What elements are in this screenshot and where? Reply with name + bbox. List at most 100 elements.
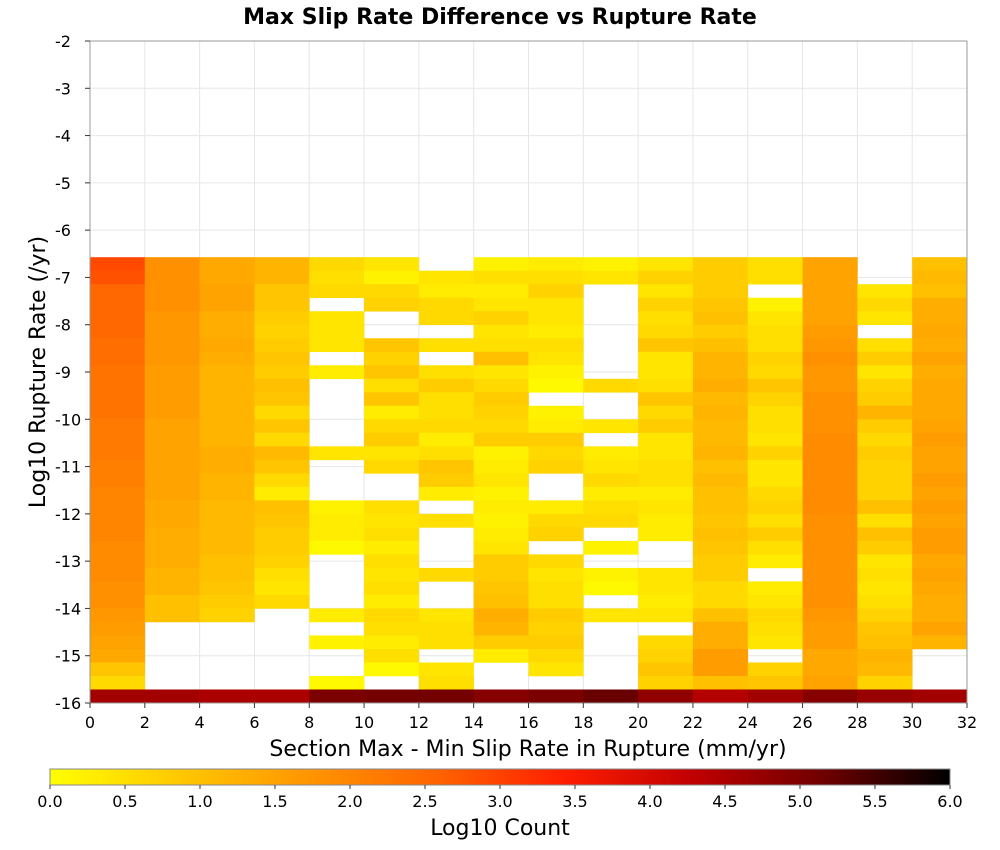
heatmap-cell: [692, 351, 749, 366]
heatmap-cell: [912, 351, 968, 366]
heatmap-cell: [199, 297, 255, 312]
heatmap-cell: [144, 297, 200, 312]
heatmap-cell: [254, 513, 310, 528]
heatmap-cell: [583, 257, 639, 271]
heatmap-cell: [802, 567, 858, 582]
y-tick-label: -2: [55, 32, 71, 51]
heatmap-cell: [638, 446, 694, 461]
heatmap-cell: [254, 365, 310, 380]
heatmap-cell: [638, 338, 694, 353]
heatmap-cell: [583, 473, 639, 488]
heatmap-cell: [418, 459, 474, 474]
heatmap-cell: [857, 486, 913, 501]
y-tick-label: -4: [55, 127, 71, 146]
heatmap-cell: [90, 365, 146, 380]
heatmap-cell: [364, 567, 420, 582]
heatmap-cell: [254, 284, 310, 299]
heatmap-cell: [473, 338, 529, 353]
heatmap-cell: [199, 527, 255, 542]
x-tick-label: 22: [683, 713, 703, 732]
heatmap-cell: [364, 635, 420, 650]
heatmap-cell: [364, 621, 420, 636]
heatmap-cell: [144, 446, 200, 461]
heatmap-cell: [199, 459, 255, 474]
heatmap-cell: [254, 554, 310, 569]
heatmap-cell: [144, 311, 200, 326]
heatmap-cell: [473, 351, 529, 366]
heatmap-cell: [857, 540, 913, 555]
heatmap-cell: [254, 378, 310, 393]
heatmap-cell: [747, 608, 803, 623]
heatmap-cell: [90, 419, 146, 434]
y-tick-label: -7: [55, 268, 71, 287]
heatmap-cell: [418, 297, 474, 312]
heatmap-cell: [254, 270, 310, 285]
heatmap-cell: [857, 297, 913, 312]
heatmap-cell: [692, 567, 749, 582]
heatmap-cell: [912, 392, 968, 407]
heatmap-cell: [747, 446, 803, 461]
heatmap-cell: [857, 635, 913, 650]
heatmap-cell: [638, 648, 694, 663]
y-tick-label: -15: [55, 647, 81, 666]
heatmap-cell: [857, 419, 913, 434]
y-tick-label: -12: [55, 505, 81, 524]
heatmap-cell: [638, 378, 694, 393]
heatmap-cell: [199, 446, 255, 461]
chart-title: Max Slip Rate Difference vs Rupture Rate: [243, 5, 757, 30]
heatmap-cell: [90, 648, 146, 663]
heatmap-cell: [364, 554, 420, 569]
heatmap-cell: [912, 594, 968, 609]
heatmap-cell: [144, 324, 200, 339]
heatmap-cell: [144, 338, 200, 353]
heatmap-cell: [528, 621, 584, 636]
heatmap-cell: [90, 608, 146, 623]
heatmap-cell: [638, 365, 694, 380]
heatmap-cell: [638, 324, 694, 339]
heatmap-cell: [528, 365, 584, 380]
heatmap-cell: [254, 257, 310, 271]
heatmap-cell: [857, 473, 913, 488]
x-tick-label: 30: [902, 713, 922, 732]
heatmap-cell: [199, 392, 255, 407]
heatmap-cell: [418, 635, 474, 650]
heatmap-cell: [309, 675, 365, 690]
heatmap-cell: [199, 378, 255, 393]
y-tick-label: -14: [55, 599, 81, 618]
heatmap-cell: [747, 270, 803, 285]
x-axis-label: Section Max - Min Slip Rate in Rupture (…: [269, 737, 786, 762]
heatmap-cell: [638, 432, 694, 447]
heatmap-cell: [638, 392, 694, 407]
heatmap-cell: [912, 608, 968, 623]
heatmap-cell: [199, 270, 255, 285]
heatmap-cell: [912, 540, 968, 555]
x-tick-label: 28: [847, 713, 867, 732]
heatmap-cell: [857, 338, 913, 353]
heatmap-cell: [90, 621, 146, 636]
heatmap-cell: [473, 486, 529, 501]
heatmap-cell: [254, 459, 310, 474]
heatmap-cell: [692, 378, 749, 393]
heatmap-cell: [528, 459, 584, 474]
y-tick-label: -5: [55, 174, 71, 193]
heatmap-cell: [364, 297, 420, 312]
heatmap-cell: [692, 284, 749, 299]
heatmap-cell: [583, 446, 639, 461]
heatmap-cell: [199, 486, 255, 501]
heatmap-cell: [309, 689, 365, 704]
heatmap-cell: [254, 473, 310, 488]
heatmap-cell: [528, 378, 584, 393]
heatmap-cell: [90, 270, 146, 285]
heatmap-cell: [309, 540, 365, 555]
heatmap-cell: [747, 635, 803, 650]
heatmap-cell: [692, 486, 749, 501]
heatmap-cell: [199, 311, 255, 326]
heatmap-cell: [857, 662, 913, 677]
heatmap-cell: [364, 378, 420, 393]
heatmap-cell: [857, 378, 913, 393]
heatmap-cell: [309, 284, 365, 299]
heatmap-cell: [692, 540, 749, 555]
plot-area: [89, 40, 968, 704]
heatmap-cell: [528, 270, 584, 285]
heatmap-cell: [144, 486, 200, 501]
